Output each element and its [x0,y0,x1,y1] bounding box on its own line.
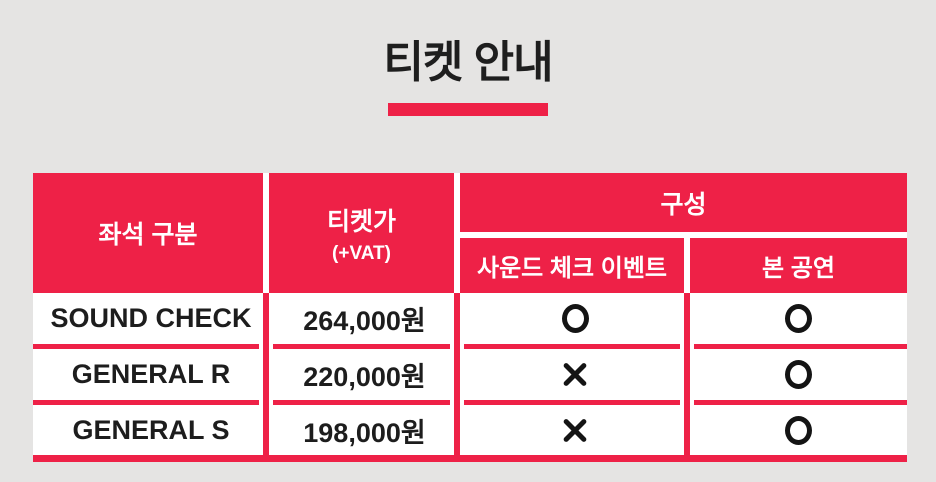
mark-cell-sound-check-event [460,405,690,455]
table-bottom-border [33,455,907,462]
header-ticket-price: 티켓가 (+VAT) [269,173,454,293]
ticket-info-table: 좌석 구분 티켓가 (+VAT) 구성 사운드 체크 이벤트 본 공연 SOUN… [33,173,907,462]
row-separator [33,344,907,349]
seat-cell: SOUND CHECK [50,303,252,333]
title-section: 티켓 안내 [0,0,936,116]
price-cell: 264,000원 [303,306,426,336]
availability-mark [785,304,812,333]
availability-mark [562,304,589,333]
availability-mark [785,360,812,389]
table-row-sound-check: SOUND CHECK 264,000원 [33,293,907,344]
header-main-show: 본 공연 [690,238,907,293]
table-header: 좌석 구분 티켓가 (+VAT) 구성 사운드 체크 이벤트 본 공연 [33,173,907,293]
header-sound-check-event: 사운드 체크 이벤트 [460,238,684,293]
mark-cell-sound-check-event [460,293,690,344]
header-composition: 구성 [460,173,907,232]
price-cell: 198,000원 [303,417,426,448]
header-seat-category: 좌석 구분 [33,173,263,293]
table-body: SOUND CHECK 264,000원 GENERAL R 220,000원 … [33,293,907,462]
header-composition-group: 구성 사운드 체크 이벤트 본 공연 [460,173,907,293]
header-composition-subrow: 사운드 체크 이벤트 본 공연 [460,238,907,293]
mark-cell-main-show [690,405,907,455]
availability-mark [561,361,589,389]
price-cell: 220,000원 [303,362,426,392]
page-title: 티켓 안내 [383,38,553,87]
title-underline-bar [388,103,548,116]
mark-cell-main-show [690,349,907,400]
column-divider [454,293,460,455]
seat-cell: GENERAL S [72,414,230,445]
table-row-general-s: GENERAL S 198,000원 [33,405,907,455]
column-divider [684,293,690,455]
header-ticket-price-vat: (+VAT) [332,242,391,264]
availability-mark [785,416,812,445]
availability-mark [561,416,589,444]
mark-cell-sound-check-event [460,349,690,400]
seat-cell: GENERAL R [71,359,231,389]
header-ticket-price-line1: 티켓가 [326,207,396,236]
table-row-general-r: GENERAL R 220,000원 [33,349,907,400]
row-separator [33,400,907,405]
mark-cell-main-show [690,293,907,344]
column-divider [263,293,269,455]
